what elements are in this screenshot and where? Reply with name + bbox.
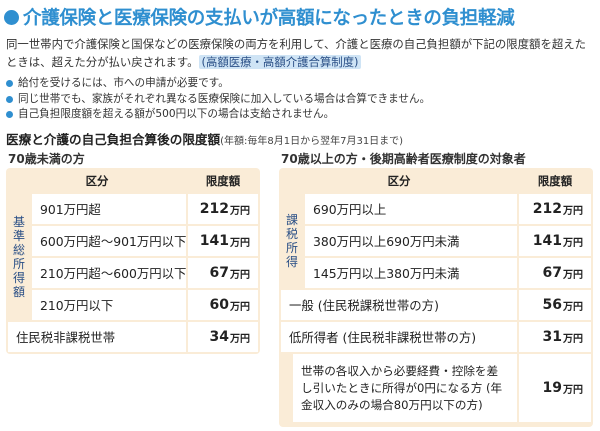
table-row-label: 600万円超～901万円以下: [32, 226, 186, 256]
group-label-char: 基: [12, 215, 25, 229]
group-label-char: 所: [12, 257, 25, 271]
table-row-label: 380万円以上690万円未満: [305, 226, 517, 256]
column-header-limit: 限度額: [537, 174, 573, 188]
group-label-char: 準: [12, 229, 25, 243]
column-header-limit: 限度額: [205, 174, 241, 188]
group-label-base-income: 基準総所得額: [8, 194, 30, 320]
table-row-amount: 34 万円: [188, 322, 258, 352]
intro-paragraph: 同一世帯内で介護保険と国保などの医療保険の両方を利用して、介護と医療の自己負担額…: [6, 35, 596, 71]
table-row-amount: 60 万円: [188, 290, 258, 320]
note-item: 給付を受けるには、市への申請が必要です。: [6, 76, 596, 92]
table-row-amount: 31 万円: [519, 322, 591, 352]
table-row-amount: 56 万円: [519, 290, 591, 320]
table-caption-over70: 70歳以上の方・後期高齢者医療制度の対象者: [281, 152, 526, 166]
group-label-char: 得: [285, 255, 298, 269]
limit-table-over70: 区分 限度額 課税所得 690万円以上 212 万円 380万円以上690万円未満…: [279, 168, 593, 427]
table-caption-under70: 70歳未満の方: [8, 152, 85, 166]
bullet-icon: [6, 80, 13, 88]
table-row-label: 901万円超: [32, 194, 186, 224]
table-row-label: 世帯の各収入から必要経費・控除を差し引いたときに所得が0円になる方 (年金収入の…: [293, 354, 517, 422]
group-label-taxable-income: 課税所得: [281, 194, 303, 288]
section-heading: 医療と介護の自己負担合算後の限度額(年額:毎年8月1日から翌年7月31日まで): [6, 129, 403, 148]
group-label-char: 課: [285, 213, 298, 227]
title-bullet-icon: [4, 9, 19, 25]
table-row-label: 210万円以下: [32, 290, 186, 320]
note-text: 給付を受けるには、市への申請が必要です。: [18, 77, 229, 89]
table-row-amount: 141 万円: [519, 226, 591, 256]
note-text: 自己負担限度額を超える額が500円以下の場合は支給されません。: [18, 108, 335, 120]
table-row-amount: 67 万円: [519, 258, 591, 288]
column-header-category: 区分: [387, 174, 411, 188]
group-label-char: 総: [12, 243, 25, 257]
table-row-amount: 141 万円: [188, 226, 258, 256]
table-row-label: 145万円以上380万円未満: [305, 258, 517, 288]
group-label-char: 額: [12, 285, 25, 299]
table-row-label: 210万円超～600万円以下: [32, 258, 186, 288]
table-row-label: 690万円以上: [305, 194, 517, 224]
group-label-char: 税: [285, 227, 298, 241]
table-row-label: 一般 (住民税課税世帯の方): [281, 290, 517, 320]
table-row-label: 低所得者 (住民税非課税世帯の方): [281, 322, 517, 352]
group-label-char: 所: [285, 241, 298, 255]
page-title-text: 介護保険と医療保険の支払いが高額になったときの負担軽減: [23, 8, 515, 29]
limit-table-under70: 区分 限度額 基準総所得額 901万円超 212 万円 600万円超～901万円以…: [6, 168, 260, 354]
page-title: 介護保険と医療保険の支払いが高額になったときの負担軽減: [4, 2, 515, 32]
table-row-amount: 19 万円: [519, 354, 591, 422]
bullet-icon: [6, 95, 13, 103]
intro-text: 同一世帯内で介護保険と国保などの医療保険の両方を利用して、介護と医療の自己負担額…: [6, 37, 587, 69]
table-row-amount: 67 万円: [188, 258, 258, 288]
note-item: 同じ世帯でも、家族がそれぞれ異なる医療保険に加入している場合は合算できません。: [6, 92, 596, 108]
table-row-amount: 212 万円: [519, 194, 591, 224]
section-heading-sub: (年額:毎年8月1日から翌年7月31日まで): [220, 136, 404, 147]
note-text: 同じ世帯でも、家族がそれぞれ異なる医療保険に加入している場合は合算できません。: [18, 92, 431, 105]
intro-highlight: (高額医療・高額介護合算制度): [198, 55, 362, 69]
notes-list: 給付を受けるには、市への申請が必要です。 同じ世帯でも、家族がそれぞれ異なる医療…: [6, 76, 596, 123]
bullet-icon: [6, 111, 13, 119]
section-heading-main: 医療と介護の自己負担合算後の限度額: [6, 132, 221, 147]
group-label-char: 得: [12, 271, 25, 285]
note-item: 自己負担限度額を超える額が500円以下の場合は支給されません。: [6, 107, 596, 123]
table-row-amount: 212 万円: [188, 194, 258, 224]
table-row-label: 住民税非課税世帯: [8, 322, 186, 352]
column-header-category: 区分: [85, 174, 109, 188]
